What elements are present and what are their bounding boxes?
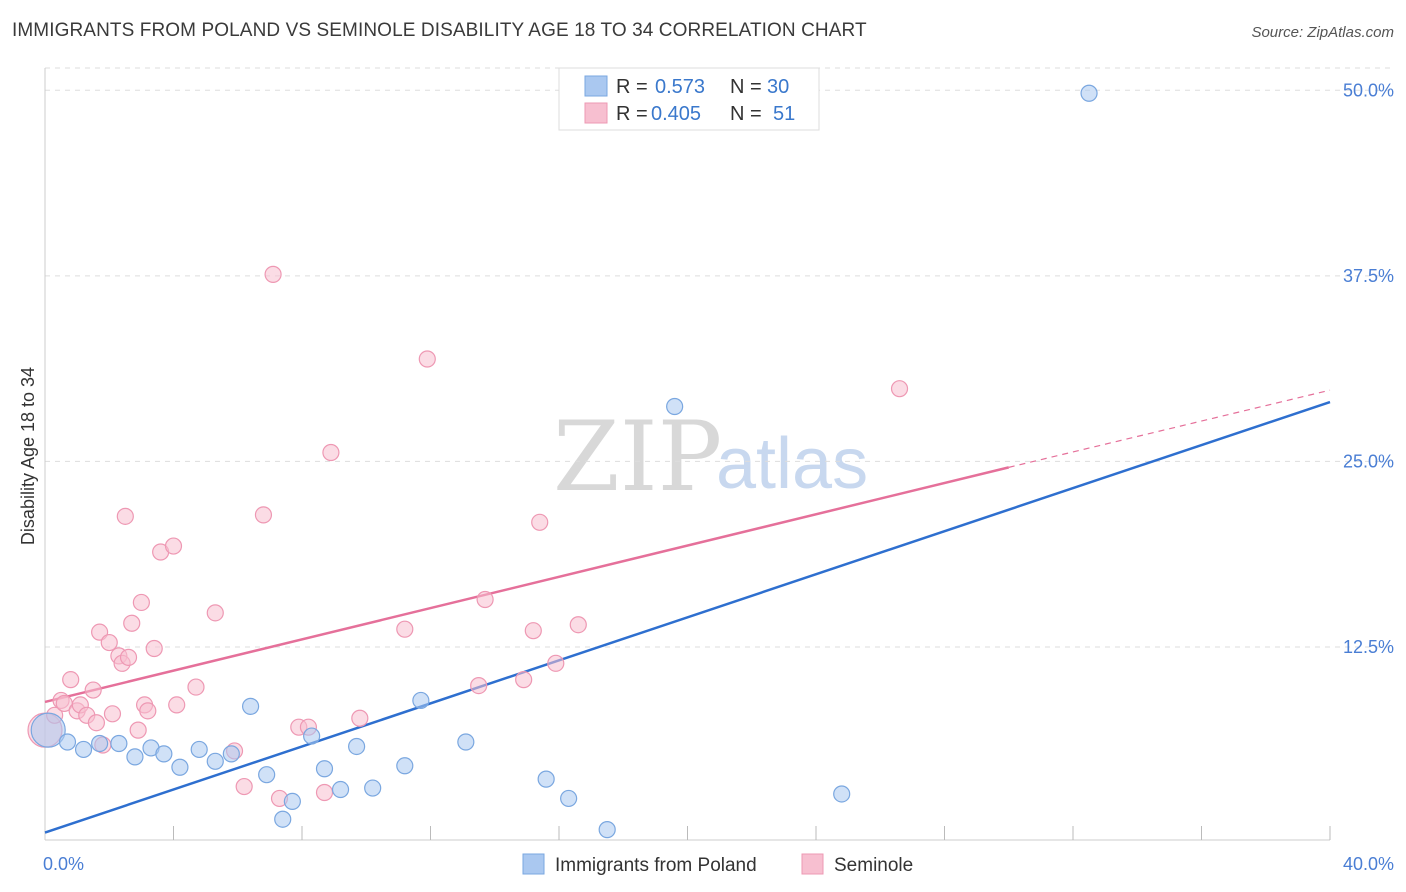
legend-swatch-poland [584,75,608,97]
poland-point [222,745,240,763]
y-tick-label: 12.5% [1343,637,1394,657]
seminole-point [129,721,147,739]
legend-r-label: R = [616,76,648,98]
watermark-atlas: atlas [716,424,868,504]
poland-point [110,734,128,753]
poland-point [598,821,616,839]
source-note: Source: ZipAtlas.com [1251,24,1394,41]
poland-point [258,766,276,784]
poland-point [412,691,430,710]
legend-n-label: N = [730,103,762,125]
legend-swatch-seminole [584,102,608,124]
seminole-point [264,265,282,283]
data-points [27,84,1098,839]
poland-point [155,745,173,763]
seminole-point [84,681,102,699]
poland-point [190,740,208,759]
poland-point [537,770,555,788]
seminole-point [476,590,494,609]
x-tick-label-min: 0.0% [43,854,84,874]
poland-point [1080,84,1098,102]
y-tick-labels: 12.5% 25.0% 37.5% 50.0% [1343,80,1394,657]
legend-label-poland: Immigrants from Poland [555,855,757,876]
seminole-point [87,714,106,732]
seminole-point [168,696,186,714]
legend-swatch-seminole [801,853,824,875]
poland-point [396,757,414,775]
poland-point [303,727,321,745]
poland-point [30,712,66,748]
seminole-point [123,614,141,632]
seminole-point [235,777,253,796]
poland-point [274,810,292,828]
poland-point [560,789,578,808]
seminole-trend-line [44,466,1010,704]
legend-r-label: R = [616,103,648,125]
seminole-point [547,654,565,672]
seminole-point [569,616,587,634]
poland-point [457,733,475,751]
poland-point [331,780,350,799]
stats-legend: R = 0.573 N = 30 R = 0.405 N = 51 [558,67,820,131]
poland-point [126,748,144,766]
seminole-point [315,783,334,802]
seminole-point [206,604,224,622]
watermark-zip: ZIP [553,401,722,513]
poland-point [91,734,109,753]
poland-point [74,740,93,759]
seminole-point [418,350,436,368]
seminole-point [351,709,369,727]
seminole-point [62,671,80,689]
seminole-point [103,705,122,723]
legend-swatch-poland [522,853,545,875]
y-tick-label: 25.0% [1343,451,1394,471]
poland-point [315,760,334,778]
legend-r-value: 0.573 [655,76,705,98]
seminole-point [164,537,183,555]
legend-n-value: 51 [773,103,795,125]
poland-point [348,737,366,756]
poland-point [666,397,684,416]
y-axis-label: Disability Age 18 to 34 [18,367,38,545]
series-legend: Immigrants from Poland Seminole [522,853,913,876]
seminole-point [322,443,340,462]
seminole-point [531,513,549,531]
seminole-point [132,593,150,612]
seminole-point [396,620,414,638]
y-tick-label: 37.5% [1343,266,1394,286]
seminole-point [890,380,909,398]
poland-trend-line [44,400,1331,834]
poland-point [171,758,189,776]
seminole-point [470,676,488,695]
seminole-trend-extension [1008,389,1331,468]
seminole-point [515,671,533,689]
poland-point [58,733,77,751]
poland-point [283,792,301,811]
seminole-point [116,507,134,525]
chart-title: IMMIGRANTS FROM POLAND VS SEMINOLE DISAB… [12,20,867,41]
seminole-point [145,639,163,658]
poland-point [206,752,224,770]
seminole-point [187,678,205,696]
seminole-point [139,702,157,720]
seminole-point [119,648,138,666]
axes [44,68,1331,841]
poland-point [364,779,382,797]
legend-n-value: 30 [767,76,789,98]
legend-label-seminole: Seminole [834,855,913,876]
legend-n-label: N = [730,76,762,98]
seminole-point [524,622,542,640]
poland-point [833,785,851,803]
trend-lines [44,389,1331,834]
poland-point [242,697,260,715]
grid-lines [45,67,1395,648]
x-tick-label-max: 40.0% [1343,854,1394,874]
seminole-point [100,633,118,652]
y-tick-label: 50.0% [1343,80,1394,100]
seminole-point [254,506,273,524]
legend-r-value: 0.405 [651,103,701,125]
